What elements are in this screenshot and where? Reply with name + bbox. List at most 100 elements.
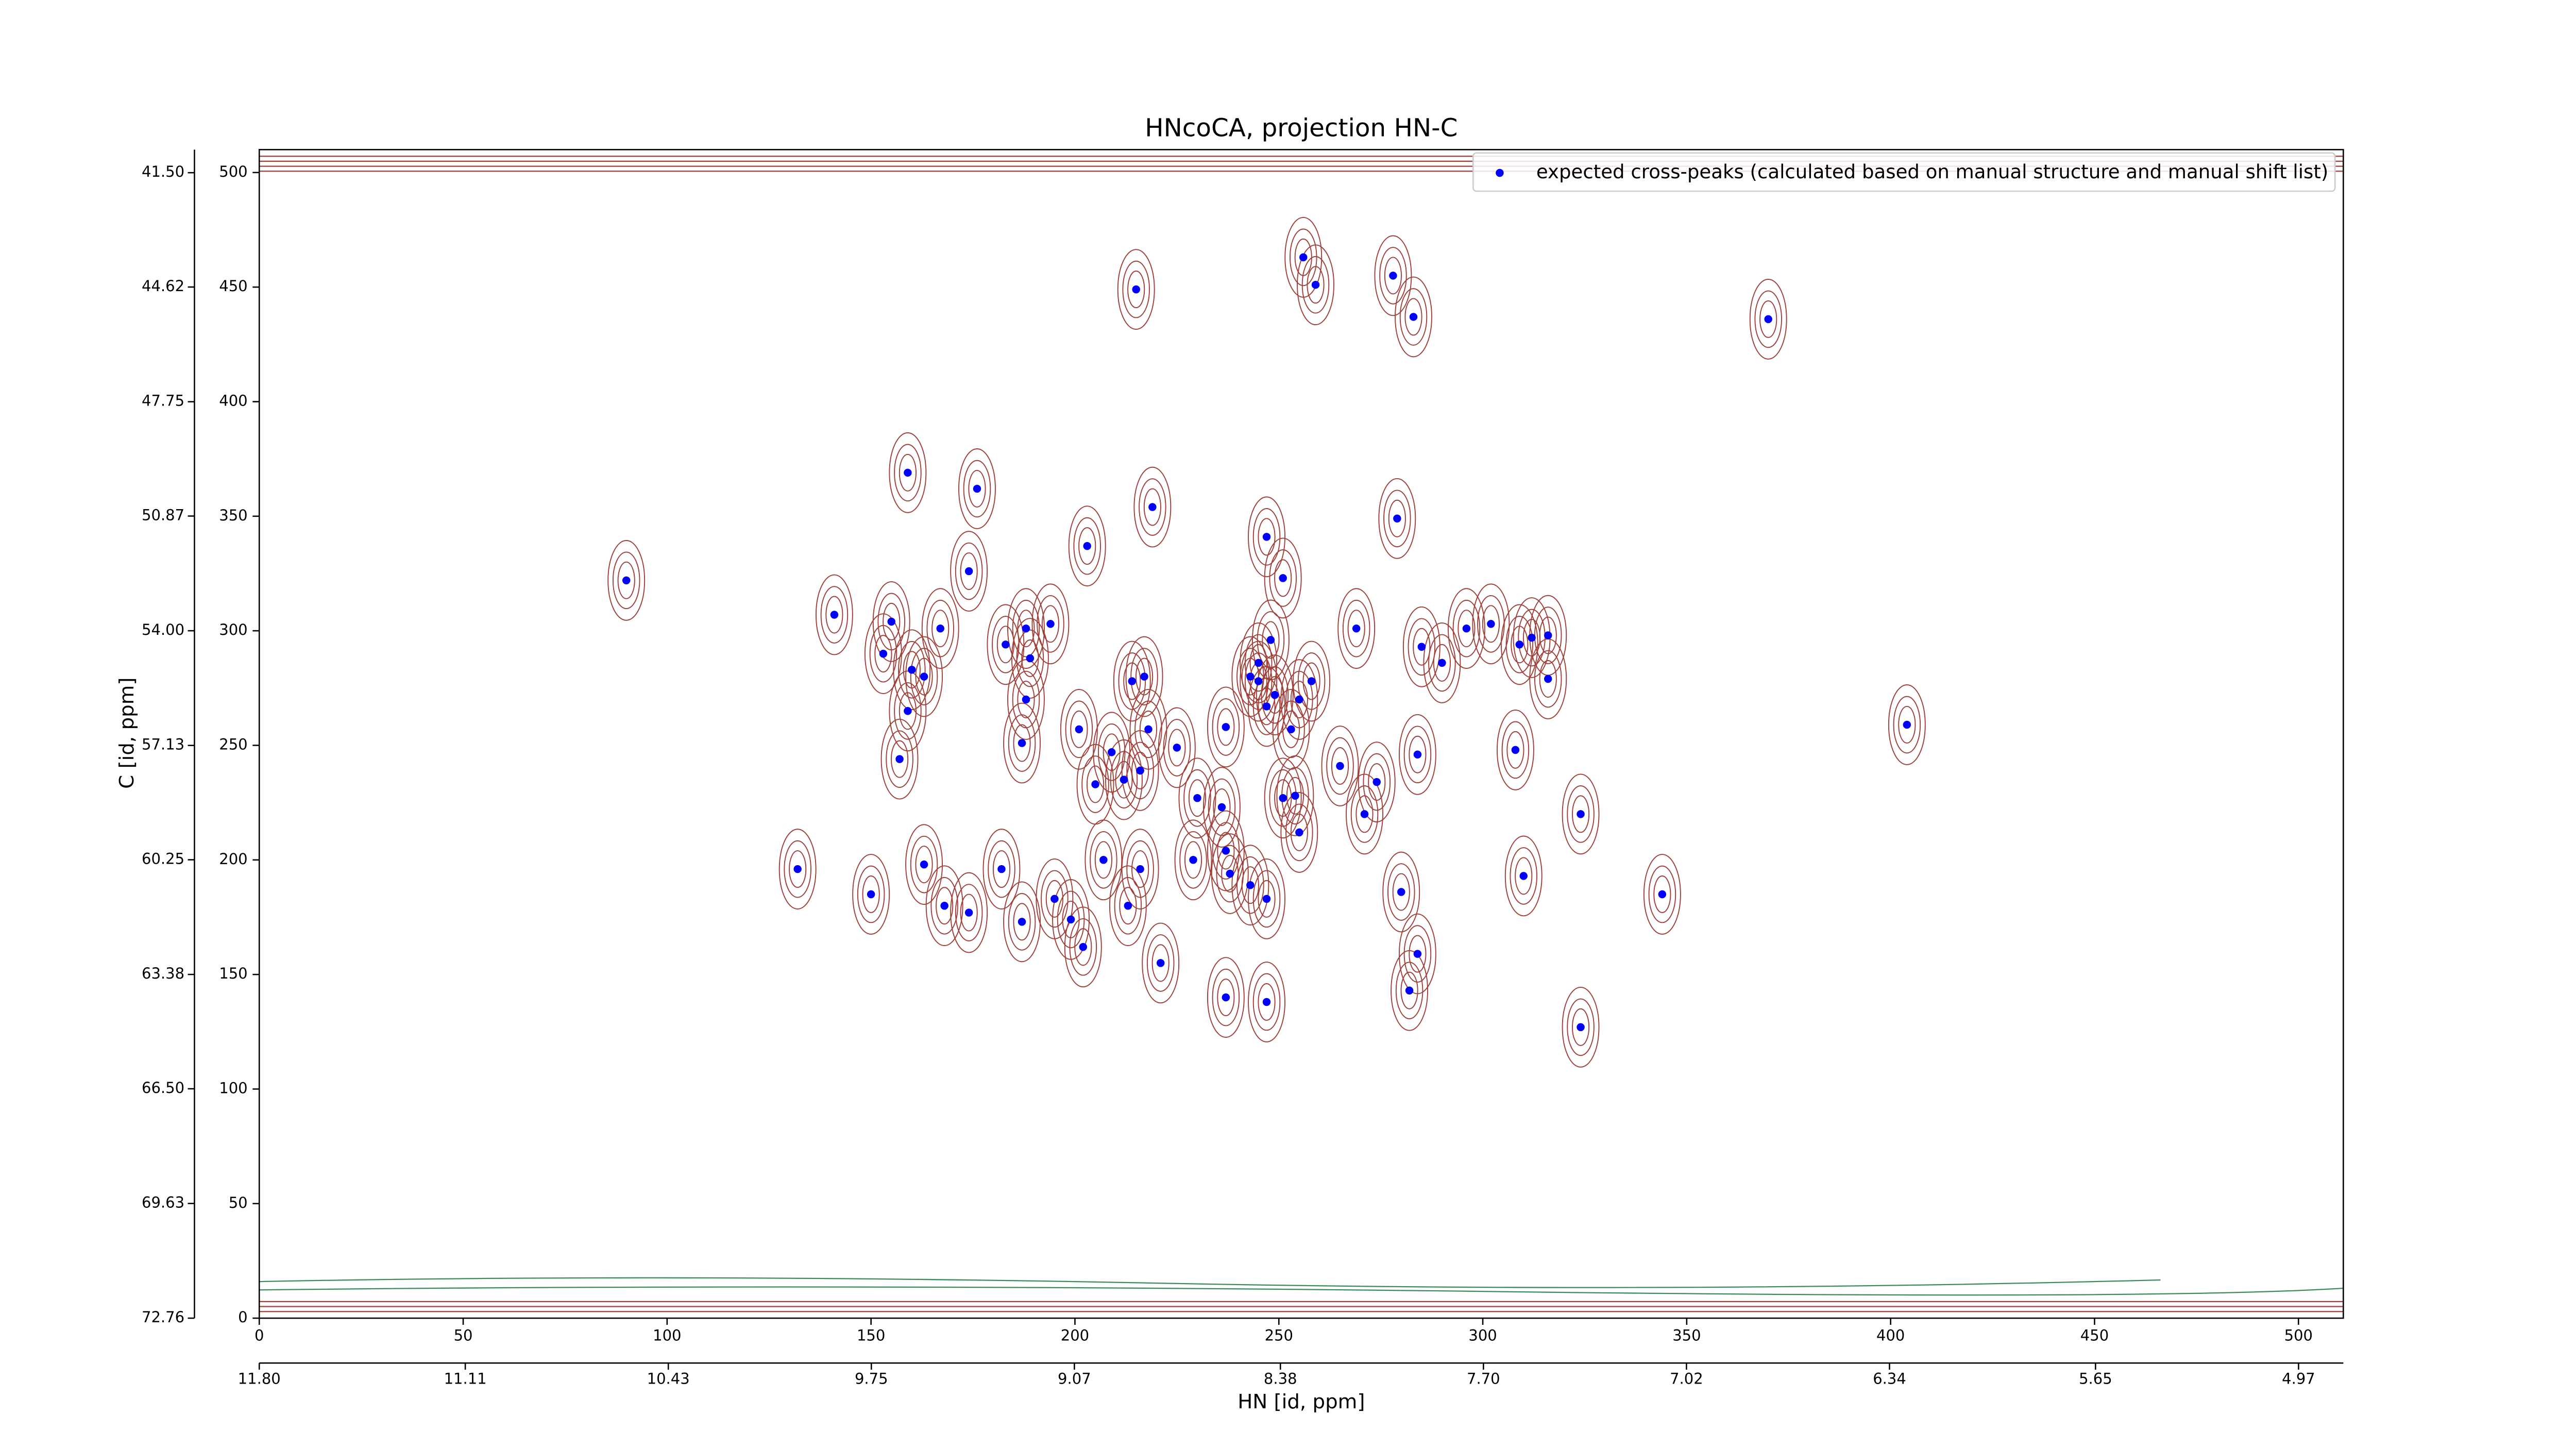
peak-contour — [1114, 877, 1142, 935]
peak-contour — [1384, 257, 1402, 295]
cross-peak — [1279, 794, 1287, 802]
cross-peak — [1307, 677, 1316, 685]
cross-peak — [1136, 865, 1144, 873]
peak-contour — [950, 531, 988, 612]
peak-contour — [1119, 887, 1137, 925]
x2-tick-label: 5.65 — [2079, 1370, 2112, 1387]
peak-contour — [889, 670, 927, 752]
cross-peak — [1413, 950, 1422, 958]
y-tick-label: 200 — [219, 850, 247, 868]
x2-tick-label: 9.75 — [855, 1370, 888, 1387]
x-tick-label: 400 — [1876, 1327, 1905, 1344]
peak-contour — [889, 432, 927, 513]
y-axis-label: C [id, ppm] — [115, 678, 139, 789]
peak-contour — [1350, 785, 1379, 843]
cross-peak — [1658, 890, 1667, 899]
peak-contour — [1307, 266, 1325, 304]
cross-peak — [920, 672, 928, 681]
peak-contour — [778, 829, 817, 909]
x2-tick-label: 4.97 — [2282, 1370, 2315, 1387]
peak-contour — [1070, 710, 1088, 748]
peak-contour — [1013, 724, 1031, 762]
cross-peak — [1083, 542, 1091, 550]
cross-peak — [1409, 313, 1418, 321]
y-tick-label: 100 — [219, 1079, 247, 1097]
peak-contour — [1280, 659, 1318, 740]
peak-contour — [1534, 650, 1562, 708]
peak-contour — [1482, 605, 1500, 643]
peak-contour — [1142, 922, 1180, 1004]
chart-title: HNcoCA, projection HN-C — [1145, 114, 1458, 143]
cross-peak — [1026, 654, 1035, 663]
peak-contour — [1183, 769, 1211, 827]
peak-contour — [1151, 944, 1170, 982]
peak-contour — [1090, 831, 1117, 889]
peak-contour — [1074, 928, 1092, 966]
peak-contour — [1277, 700, 1305, 759]
cross-peak — [920, 860, 928, 869]
peak-contour — [1510, 847, 1538, 905]
cross-peak — [879, 649, 888, 658]
x-tick-label: 0 — [255, 1327, 264, 1344]
peak-contour — [1452, 599, 1481, 658]
x-tick-label: 50 — [454, 1327, 473, 1344]
peak-contour — [1012, 599, 1040, 658]
legend-box — [1472, 152, 2336, 192]
legend: expected cross-peaks (calculated based o… — [1472, 152, 2336, 192]
peak-contour — [1188, 779, 1207, 817]
peak-contour — [1759, 300, 1777, 338]
peak-contour — [1231, 845, 1269, 926]
peak-contour — [1217, 979, 1235, 1017]
plot-frame — [258, 149, 2344, 1319]
peak-contour — [1297, 244, 1334, 326]
cross-peak — [1136, 766, 1144, 775]
peak-contour — [1403, 925, 1432, 983]
cross-peak — [1132, 285, 1140, 294]
cross-peak — [1544, 675, 1552, 683]
peak-contour — [1286, 777, 1304, 815]
peak-contour — [1749, 279, 1787, 360]
x2-tick-label: 7.02 — [1670, 1370, 1703, 1387]
y2-tick-label: 44.62 — [142, 277, 184, 295]
peak-contour — [1016, 629, 1044, 687]
peak-contour — [1236, 648, 1264, 705]
peak-contour — [1248, 496, 1285, 578]
cross-peak — [1079, 943, 1088, 951]
peak-contour — [1893, 696, 1921, 754]
y2-tick-label: 50.87 — [142, 506, 184, 524]
peak-contour — [1125, 636, 1163, 717]
peak-contour — [1285, 803, 1313, 862]
peak-contour — [1086, 765, 1105, 803]
peak-contour — [1057, 890, 1085, 949]
peak-contour — [1643, 854, 1681, 935]
peak-contour — [1041, 605, 1060, 643]
cross-peak — [1336, 762, 1344, 770]
cross-peak — [1393, 514, 1401, 523]
peak-contour — [1252, 508, 1281, 566]
y2-tick-label: 72.76 — [142, 1308, 184, 1326]
cross-peak — [1107, 748, 1116, 756]
peak-contour — [880, 718, 919, 800]
cross-peak — [1120, 776, 1128, 784]
y-tick-label: 150 — [219, 965, 247, 982]
y-tick-label: 0 — [238, 1308, 247, 1326]
peak-contour — [1342, 599, 1370, 658]
cross-peak — [1279, 574, 1287, 582]
peak-contour — [1178, 757, 1216, 839]
peak-contour — [988, 840, 1015, 898]
peak-contour — [1337, 588, 1376, 669]
cross-peak — [1528, 633, 1536, 642]
peak-contour — [1017, 681, 1035, 718]
peak-contour — [820, 586, 849, 644]
peak-contour — [1248, 666, 1285, 747]
peak-contour — [1383, 490, 1411, 548]
peak-contour — [963, 460, 991, 518]
cross-peak — [1262, 895, 1271, 903]
peak-contour — [1117, 249, 1155, 330]
x2-tick-label: 7.70 — [1467, 1370, 1500, 1387]
cross-peak — [973, 484, 981, 493]
peak-contour — [1008, 893, 1036, 951]
peak-contour — [1290, 813, 1308, 851]
cross-peak — [904, 468, 912, 477]
